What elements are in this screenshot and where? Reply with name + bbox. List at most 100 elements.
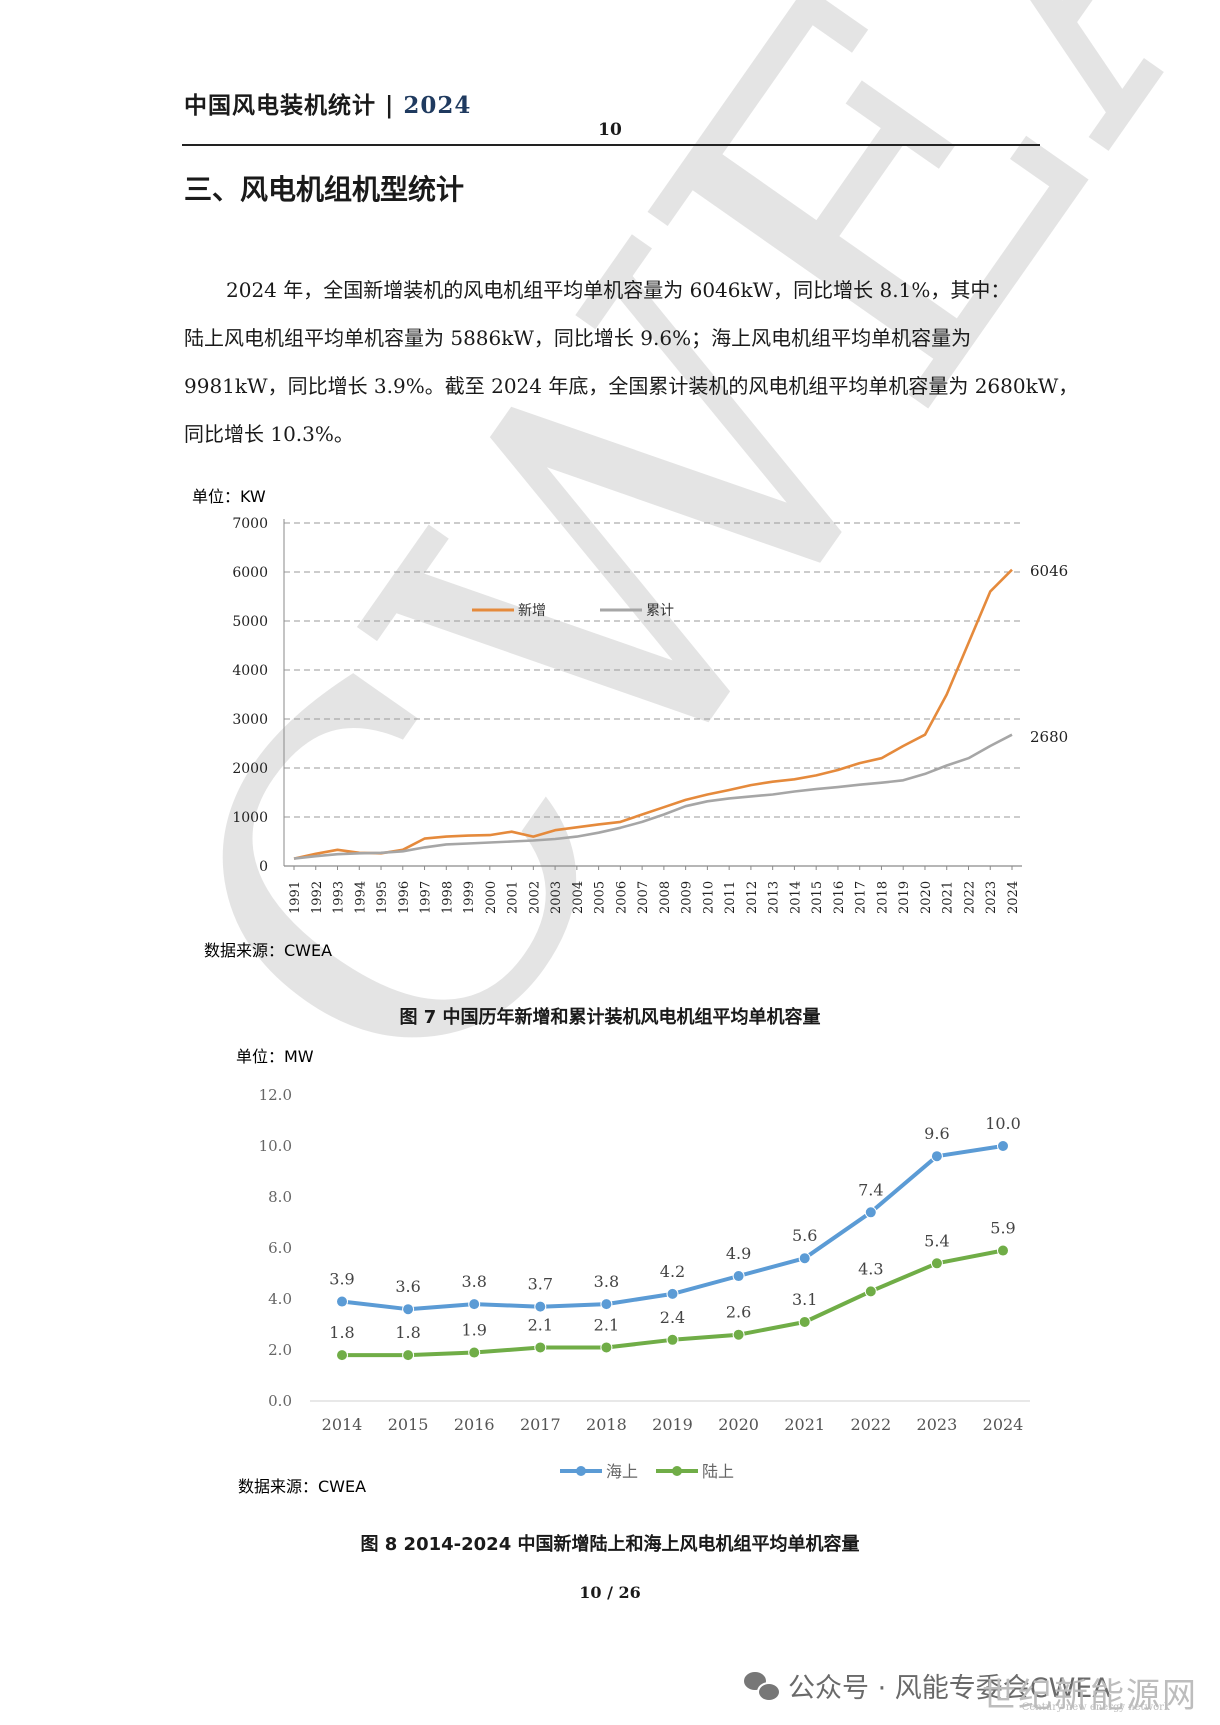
figure8-legend: 海上 陆上 — [560, 1462, 734, 1481]
header-rule — [182, 144, 1040, 146]
x-tick-label: 2018 — [875, 881, 890, 914]
corner-watermark-en: Century new energy network — [1021, 1702, 1170, 1713]
data-label-onshore: 2.4 — [660, 1308, 685, 1327]
figure8-caption: 图 8 2014-2024 中国新增陆上和海上风电机组平均单机容量 — [360, 1534, 860, 1555]
wechat-footer: 公众号 · 风能专委会CWEA — [744, 1666, 1111, 1705]
data-point-onshore — [798, 1315, 811, 1328]
x-tick-label: 2015 — [388, 1415, 429, 1434]
data-point-offshore — [930, 1150, 943, 1163]
x-tick-label: 1993 — [332, 881, 347, 914]
x-tick-label: 1991 — [288, 881, 303, 914]
y-tick-label: 2.0 — [268, 1341, 292, 1359]
x-tick-label: 2016 — [454, 1415, 495, 1434]
x-tick-label: 2015 — [810, 881, 825, 914]
data-point-onshore — [997, 1244, 1009, 1257]
data-label-onshore: 1.9 — [461, 1321, 486, 1340]
figure7-series — [293, 568, 1013, 860]
paragraph-line: 9981kW，同比增长 3.9%。截至 2024 年底，全国累计装机的风电机组平… — [184, 374, 1079, 398]
y-tick-label: 4000 — [232, 663, 268, 679]
x-tick-label: 2019 — [897, 881, 912, 914]
wechat-icon — [744, 1671, 781, 1702]
y-tick-label: 6000 — [232, 565, 268, 581]
x-tick-label: 1996 — [397, 881, 412, 914]
x-tick-label: 2010 — [701, 881, 716, 914]
data-point-onshore — [468, 1346, 481, 1359]
paragraph-line: 2024 年，全国新增装机的风电机组平均单机容量为 6046kW，同比增长 8.… — [226, 278, 1011, 302]
x-tick-label: 2009 — [680, 881, 695, 914]
x-tick-label: 2008 — [658, 881, 673, 914]
x-tick-label: 2003 — [549, 881, 564, 914]
data-point-offshore — [336, 1295, 348, 1308]
x-tick-label: 2005 — [593, 881, 608, 914]
x-tick-label: 2000 — [484, 881, 499, 914]
legend-label: 累计 — [646, 603, 674, 619]
y-tick-label: 2000 — [232, 761, 268, 777]
x-tick-label: 1994 — [353, 881, 368, 914]
data-point-offshore — [402, 1303, 415, 1316]
x-tick-label: 2004 — [571, 881, 586, 914]
data-label-onshore: 5.4 — [924, 1231, 949, 1250]
figure7-source: 数据来源：CWEA — [204, 941, 332, 960]
data-label-offshore: 3.6 — [395, 1277, 420, 1296]
figure7-legend: 新增 累计 — [472, 603, 674, 619]
data-point-onshore — [732, 1328, 745, 1341]
y-tick-label: 10.0 — [259, 1137, 292, 1155]
x-tick-label: 2011 — [723, 881, 738, 914]
legend-label: 海上 — [606, 1462, 638, 1481]
data-point-offshore — [534, 1300, 547, 1313]
data-label-onshore: 4.3 — [858, 1259, 883, 1278]
body-paragraph: 2024 年，全国新增装机的风电机组平均单机容量为 6046kW，同比增长 8.… — [184, 266, 1079, 458]
x-tick-label: 2013 — [767, 881, 782, 914]
data-label-onshore: 5.9 — [990, 1219, 1015, 1238]
legend-label: 新增 — [518, 603, 546, 619]
page-indicator: 10 / 26 — [579, 1583, 641, 1602]
report-title: 中国风电装机统计 | 2024 — [184, 86, 471, 120]
x-tick-label: 2020 — [919, 881, 934, 914]
legend-label: 陆上 — [702, 1462, 734, 1481]
data-label-offshore: 3.7 — [528, 1275, 553, 1294]
figure8-unit-label: 单位：MW — [236, 1047, 314, 1066]
x-tick-label: 2022 — [962, 881, 977, 914]
data-point-offshore — [666, 1287, 679, 1300]
x-tick-label: 2021 — [784, 1415, 825, 1434]
data-point-onshore — [600, 1341, 613, 1354]
data-label-onshore: 2.6 — [726, 1303, 751, 1322]
y-tick-label: 7000 — [232, 516, 268, 532]
data-label-offshore: 9.6 — [924, 1124, 949, 1143]
data-point-onshore — [930, 1257, 943, 1270]
report-year: 2024 — [403, 92, 472, 119]
series-line-cumulative — [293, 733, 1013, 860]
data-point-offshore — [468, 1298, 481, 1311]
x-tick-label: 2002 — [527, 881, 542, 914]
y-tick-label: 0 — [259, 859, 268, 875]
data-point-offshore — [600, 1298, 613, 1311]
x-tick-label: 2016 — [832, 881, 847, 914]
data-label-onshore: 2.1 — [594, 1315, 619, 1334]
figure7-x-ticks: 1991 1992 1993 1994 1995 1996 1997 1998 1999 2000… — [288, 881, 1021, 914]
y-tick-label: 1000 — [232, 810, 268, 826]
x-tick-label: 2017 — [854, 881, 869, 914]
x-tick-label: 2001 — [506, 881, 521, 914]
figure7-caption: 图 7 中国历年新增和累计装机风电机组平均单机容量 — [399, 1007, 821, 1028]
x-tick-label: 2014 — [322, 1415, 363, 1434]
data-point-offshore — [798, 1252, 811, 1265]
paragraph-line: 陆上风电机组平均单机容量为 5886kW，同比增长 9.6%；海上风电机组平均单… — [184, 326, 972, 350]
x-tick-label: 2022 — [850, 1415, 891, 1434]
data-label-offshore: 5.6 — [792, 1226, 817, 1245]
figure8-source: 数据来源：CWEA — [238, 1477, 366, 1496]
series-line-offshore — [341, 1144, 1004, 1312]
data-label-offshore: 4.2 — [660, 1262, 685, 1281]
x-tick-label: 2019 — [652, 1415, 693, 1434]
data-label-onshore: 1.8 — [395, 1323, 420, 1342]
x-tick-label: 1992 — [310, 881, 325, 914]
y-tick-label: 0.0 — [268, 1392, 292, 1410]
data-label-offshore: 3.8 — [461, 1272, 486, 1291]
x-tick-label: 2021 — [941, 881, 956, 914]
x-tick-label: 2017 — [520, 1415, 561, 1434]
data-point-offshore — [864, 1206, 877, 1219]
title-separator: | — [385, 92, 395, 119]
figure7-unit-label: 单位：KW — [192, 487, 266, 506]
data-label-onshore: 2.1 — [528, 1315, 553, 1334]
data-point-offshore — [732, 1270, 745, 1283]
x-tick-label: 1999 — [462, 881, 477, 914]
